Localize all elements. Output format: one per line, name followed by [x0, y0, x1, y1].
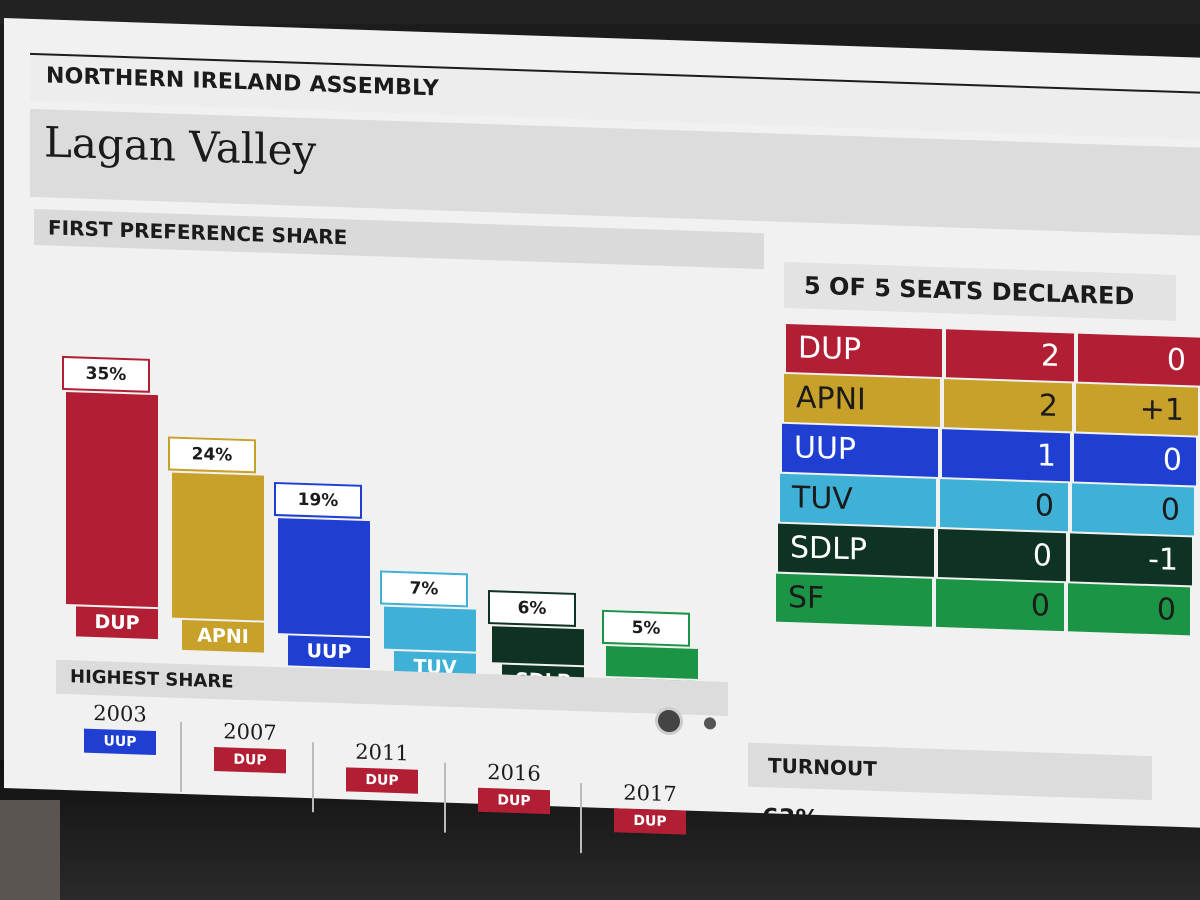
year-party-badge: UUP — [84, 728, 156, 756]
bar-value-label: 35% — [62, 355, 150, 393]
bar-fill — [384, 606, 476, 652]
seat-count: 2 — [946, 329, 1074, 382]
year-party-badge: DUP — [346, 767, 418, 794]
seat-party: APNI — [784, 373, 940, 428]
seat-change: 0 — [1074, 433, 1196, 486]
seat-count: 0 — [936, 578, 1064, 632]
bar-value-label: 19% — [274, 481, 362, 519]
bar-uup: 19% UUP — [274, 481, 370, 669]
seats-table: DUP 2 0 APNI 2 +1 UUP 1 0 TUV 0 0 SDLP 0 -1 SF 0 0 — [776, 323, 1200, 638]
year-label: 2003 — [93, 700, 147, 727]
seat-party: TUV — [780, 473, 936, 527]
bar-fill — [278, 518, 370, 637]
year-item-2017: 2017 DUP — [590, 779, 710, 835]
seat-party: DUP — [786, 323, 942, 378]
seat-change: +1 — [1076, 383, 1198, 436]
year-divider — [312, 742, 314, 813]
seat-party: SF — [776, 573, 932, 627]
seat-party: UUP — [782, 423, 938, 477]
seats-declared-label: 5 OF 5 SEATS DECLARED — [784, 261, 1176, 321]
year-label: 2007 — [223, 719, 277, 746]
year-item-2011: 2011 DUP — [322, 739, 442, 795]
seat-change: 0 — [1078, 333, 1200, 386]
turnout-label: TURNOUT — [748, 742, 1152, 801]
bar-party-label: UUP — [288, 635, 370, 669]
turnout-value: 63% — [762, 803, 820, 834]
bar-value-label: 5% — [602, 609, 690, 647]
year-label: 2011 — [355, 739, 409, 766]
year-label: 2017 — [623, 780, 677, 807]
seat-count: 2 — [944, 379, 1072, 432]
year-item-2016: 2016 DUP — [454, 759, 574, 815]
tv-bezel-top — [0, 0, 1200, 24]
bar-tuv: 7% TUV — [380, 570, 476, 684]
seat-change: 0 — [1072, 483, 1194, 536]
seat-count: 0 — [940, 479, 1068, 532]
bar-party-label: DUP — [76, 606, 158, 640]
seat-change: -1 — [1070, 533, 1192, 586]
page-dot-inactive[interactable] — [704, 717, 716, 730]
assembly-title: NORTHERN IRELAND ASSEMBLY — [46, 63, 439, 102]
bar-party-label: APNI — [182, 619, 264, 653]
year-item-2003: 2003 UUP — [60, 700, 180, 756]
year-divider — [580, 783, 582, 854]
bar-value-label: 7% — [380, 570, 468, 608]
first-preference-label: FIRST PREFERENCE SHARE — [34, 208, 764, 270]
year-divider — [444, 762, 446, 833]
bar-fill — [492, 626, 584, 666]
background-floor — [0, 800, 60, 900]
bar-value-label: 6% — [488, 590, 576, 627]
bar-fill — [66, 392, 158, 608]
seat-party: SDLP — [778, 523, 934, 577]
seat-count: 1 — [942, 429, 1070, 482]
bar-fill — [172, 472, 264, 621]
tv-screen: NORTHERN IRELAND ASSEMBLY Lagan Valley F… — [4, 18, 1200, 854]
bar-dup: 35% DUP — [62, 355, 158, 640]
page-dot-active[interactable] — [658, 709, 680, 733]
bar-apni: 24% APNI — [168, 436, 264, 653]
seat-count: 0 — [938, 528, 1066, 582]
bar-fill — [606, 645, 698, 680]
bar-value-label: 24% — [168, 436, 256, 474]
year-label: 2016 — [487, 760, 541, 786]
year-party-badge: DUP — [614, 808, 686, 835]
year-party-badge: DUP — [478, 787, 550, 815]
highest-share-timeline: 2003 UUP 2007 DUP 2011 DUP 2016 DUP 2017 DUP — [50, 700, 730, 854]
year-item-2007: 2007 DUP — [190, 718, 310, 774]
year-party-badge: DUP — [214, 746, 286, 774]
year-divider — [180, 721, 182, 792]
seat-change: 0 — [1068, 583, 1190, 636]
constituency-name: Lagan Valley — [44, 117, 317, 176]
